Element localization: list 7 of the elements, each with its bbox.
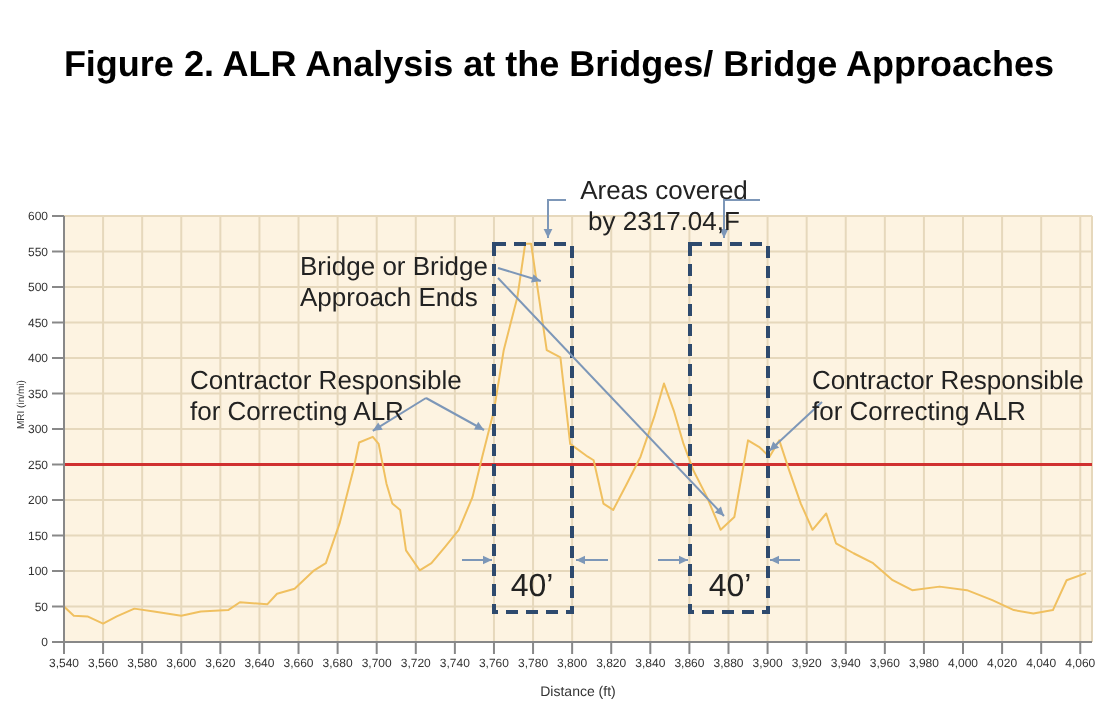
annotation: Contractor Responsible for Correcting ALR — [812, 364, 1084, 426]
annotation: Contractor Responsible for Correcting ALR — [190, 364, 462, 426]
annotation: Bridge or Bridge Approach Ends — [300, 250, 488, 312]
annotation: 40’ — [708, 569, 752, 604]
line-series — [64, 242, 1088, 625]
chart-title: Figure 2. ALR Analysis at the Bridges/ Bridge Approaches — [63, 44, 1055, 84]
annotation: 40’ — [510, 569, 554, 604]
